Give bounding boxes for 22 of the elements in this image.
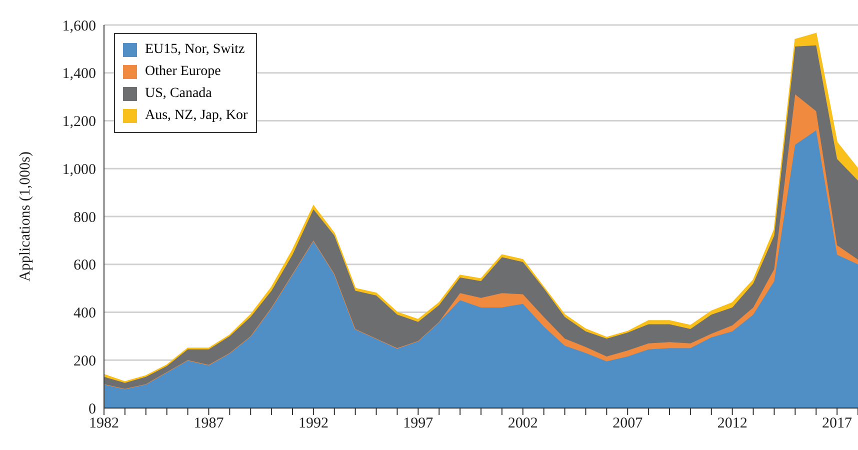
y-axis-title: Applications (1,000s) — [17, 152, 34, 282]
y-tick-label: 400 — [74, 306, 96, 322]
x-tick-label: 1982 — [89, 416, 119, 432]
x-tick-label: 2012 — [717, 416, 748, 432]
x-tick-label: 1992 — [298, 416, 328, 432]
x-tick-label: 1987 — [194, 416, 224, 432]
y-tick-label: 600 — [74, 258, 96, 274]
y-tick-label: 200 — [74, 353, 96, 370]
y-tick-label: 1,400 — [62, 66, 96, 82]
x-tick-label: 2017 — [822, 416, 853, 432]
x-tick-label: 2007 — [612, 416, 644, 432]
legend-label: Aus, NZ, Jap, Kor — [145, 108, 248, 124]
y-tick-label: 1,000 — [62, 162, 96, 178]
y-tick-label: 0 — [88, 401, 96, 418]
legend-label: EU15, Nor, Switz — [145, 42, 245, 58]
x-tick-label: 2002 — [508, 416, 538, 432]
y-tick-label: 800 — [74, 210, 96, 226]
x-tick-label: 1997 — [403, 416, 434, 432]
legend-label: US, Canada — [145, 86, 212, 102]
y-tick-label: 1,200 — [62, 114, 96, 130]
legend-label: Other Europe — [145, 64, 221, 80]
y-tick-label: 1,600 — [62, 18, 96, 34]
